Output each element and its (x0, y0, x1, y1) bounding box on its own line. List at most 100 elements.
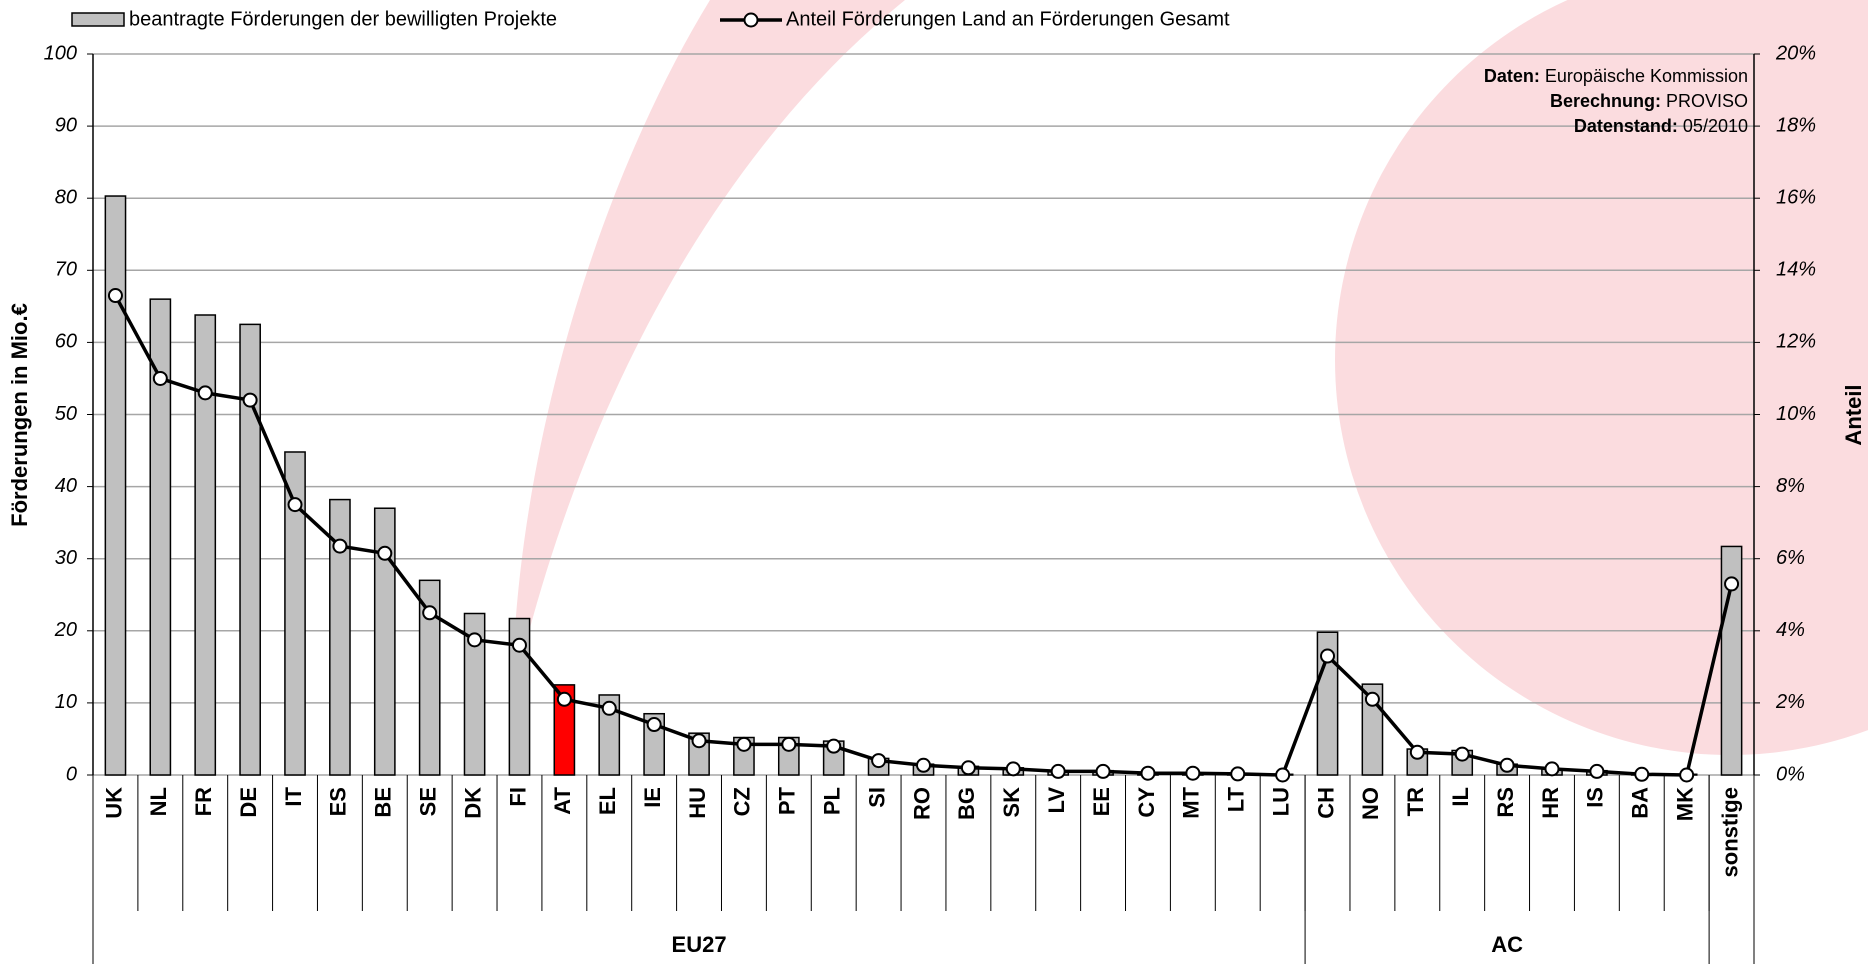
line-marker (1454, 746, 1470, 762)
annotation-text: PROVISO (1666, 91, 1748, 111)
legend-marker (743, 12, 759, 28)
line-marker (1095, 763, 1111, 779)
x-tick-label: TR (1403, 787, 1428, 816)
bar (194, 314, 217, 776)
bar (329, 498, 351, 776)
line-marker (1275, 767, 1291, 783)
x-tick-label: ES (326, 787, 351, 816)
x-tick-label: UK (101, 787, 126, 819)
line-marker (1589, 763, 1605, 779)
y-tick-label: 100 (44, 42, 77, 64)
line-marker (1230, 766, 1246, 782)
bar (598, 694, 621, 776)
y2-tick-label: 16% (1776, 186, 1816, 208)
line-marker (871, 753, 887, 769)
x-tick-label: sonstige (1717, 787, 1742, 877)
y2-tick-label: 4% (1776, 619, 1805, 641)
line-marker (826, 738, 842, 754)
line-marker (781, 736, 797, 752)
y2-tick-label: 2% (1775, 691, 1805, 713)
legend-label: beantragte Förderungen der bewilligten P… (129, 8, 557, 30)
x-tick-label: NL (146, 787, 171, 816)
annotation: Datenstand: 05/2010 (1574, 116, 1748, 136)
x-tick-label: MK (1672, 787, 1697, 821)
x-tick-label: LT (1224, 786, 1249, 812)
line-marker (1724, 576, 1740, 592)
x-tick-label: DE (236, 787, 261, 818)
line-marker (1050, 763, 1066, 779)
y2-tick-label: 10% (1776, 403, 1816, 425)
bar (373, 507, 396, 776)
y-tick-label: 70 (55, 259, 77, 281)
x-tick-label: EE (1089, 787, 1114, 816)
x-tick-label: HU (685, 787, 710, 819)
x-tick-label: LU (1268, 787, 1293, 816)
line-marker (736, 736, 752, 752)
line-marker (1544, 761, 1560, 777)
line-marker (691, 733, 707, 749)
line-marker (1140, 765, 1156, 781)
x-tick-label: FI (505, 787, 530, 807)
y-axis-title: Förderungen in Mio.€ (7, 303, 32, 527)
x-tick-label: CH (1313, 787, 1338, 819)
line-marker (1409, 744, 1425, 760)
y-tick-label: 40 (55, 475, 77, 497)
y2-tick-label: 6% (1776, 547, 1805, 569)
line-marker (646, 717, 662, 733)
line-marker (287, 497, 303, 513)
annotation-bold: Daten: (1484, 66, 1540, 86)
line-marker (152, 370, 168, 386)
line-marker (1679, 767, 1695, 783)
x-tick-label: EL (595, 787, 620, 815)
x-tick-label: PT (775, 786, 800, 815)
bar (149, 298, 172, 776)
x-tick-label: HR (1538, 787, 1563, 819)
y-tick-label: 30 (55, 547, 77, 569)
y-tick-label: 0 (66, 763, 77, 785)
bar (284, 451, 306, 776)
annotation: Berechnung: PROVISO (1550, 91, 1748, 111)
x-tick-label: SI (864, 787, 889, 808)
bar (553, 684, 576, 776)
annotation-bold: Berechnung: (1550, 91, 1661, 111)
x-tick-label: IS (1583, 787, 1608, 808)
line-marker (601, 700, 617, 716)
x-tick-label: SE (416, 787, 441, 816)
x-tick-label: MT (1179, 786, 1204, 818)
line-marker (1320, 648, 1336, 664)
x-tick-label: AT (550, 786, 575, 814)
annotation-text: Europäische Kommission (1545, 66, 1748, 86)
background-decoration (512, 0, 1868, 755)
annotation-bold: Datenstand: (1574, 116, 1678, 136)
y2-tick-label: 8% (1776, 475, 1805, 497)
bar (508, 617, 531, 776)
group-label: AC (1491, 932, 1523, 957)
line-marker (242, 392, 258, 408)
x-tick-label: BA (1628, 787, 1653, 819)
line-marker (1499, 757, 1515, 773)
x-tick-label: LV (1044, 787, 1069, 814)
group-label: EU27 (672, 932, 727, 957)
line-marker (1005, 761, 1021, 777)
bar (463, 612, 486, 776)
x-tick-label: FR (191, 787, 216, 816)
bar (239, 323, 261, 776)
line-marker (960, 760, 976, 776)
decor-circle (1335, 0, 1868, 755)
y-tick-label: 60 (55, 331, 77, 353)
y2-tick-label: 14% (1776, 259, 1816, 281)
x-tick-label: PL (820, 787, 845, 815)
x-tick-label: IE (640, 787, 665, 808)
y2-tick-label: 18% (1776, 114, 1816, 136)
decor-swoosh (512, 0, 905, 700)
x-tick-label: DK (460, 787, 485, 819)
line-marker (1364, 691, 1380, 707)
bar (104, 195, 127, 776)
legend-swatch (71, 12, 125, 27)
line-marker (107, 288, 123, 304)
x-tick-label: RS (1493, 787, 1518, 818)
x-tick-label: CY (1134, 787, 1159, 818)
x-tick-label: IL (1448, 787, 1473, 807)
y2-axis-title: Anteil (1841, 384, 1866, 445)
